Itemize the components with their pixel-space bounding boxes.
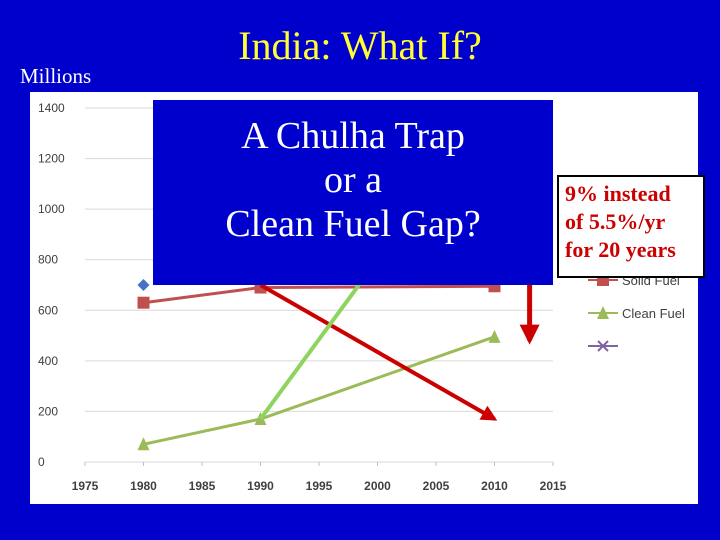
x-tick-label: 1985 (189, 479, 216, 493)
overlay-line: or a (323, 159, 383, 201)
legend-marker (597, 306, 609, 319)
overlay-line: Clean Fuel Gap? (225, 203, 481, 245)
growth-callout: 9% instead of 5.5%/yr for 20 years (557, 175, 705, 278)
data-point (488, 329, 501, 343)
y-tick-label: 0 (38, 455, 45, 469)
legend-marker (597, 340, 609, 352)
callout-line: of 5.5%/yr (565, 209, 666, 234)
x-tick-label: 2000 (364, 479, 391, 493)
projection-line (258, 258, 380, 421)
data-point (137, 437, 150, 451)
x-tick-label: 2005 (423, 479, 450, 493)
x-tick-label: 2010 (481, 479, 508, 493)
slide-title: India: What If? (238, 23, 482, 68)
trend-arrow (259, 283, 498, 421)
y-tick-label: 1000 (38, 202, 65, 216)
units-label: Millions (20, 64, 92, 88)
marker-stroke (597, 340, 609, 352)
x-tick-label: 1975 (72, 479, 99, 493)
y-tick-label: 600 (38, 303, 58, 317)
y-tick-label: 400 (38, 354, 58, 368)
x-tick-label: 2015 (540, 479, 567, 493)
y-tick-label: 1200 (38, 152, 65, 166)
callout-line: 9% instead (565, 181, 671, 206)
y-tick-label: 1400 (38, 101, 65, 115)
y-tick-label: 200 (38, 404, 58, 418)
x-tick-label: 1990 (247, 479, 274, 493)
data-point (137, 296, 150, 309)
legend-label: Clean Fuel (622, 306, 685, 321)
y-tick-label: 800 (38, 253, 58, 267)
x-tick-label: 1995 (306, 479, 333, 493)
overlay-line: A Chulha Trap (241, 115, 465, 157)
data-point (137, 279, 150, 291)
callout-line: for 20 years (565, 237, 676, 262)
x-tick-label: 1980 (130, 479, 157, 493)
question-overlay: A Chulha Trap or a Clean Fuel Gap? (153, 100, 553, 285)
